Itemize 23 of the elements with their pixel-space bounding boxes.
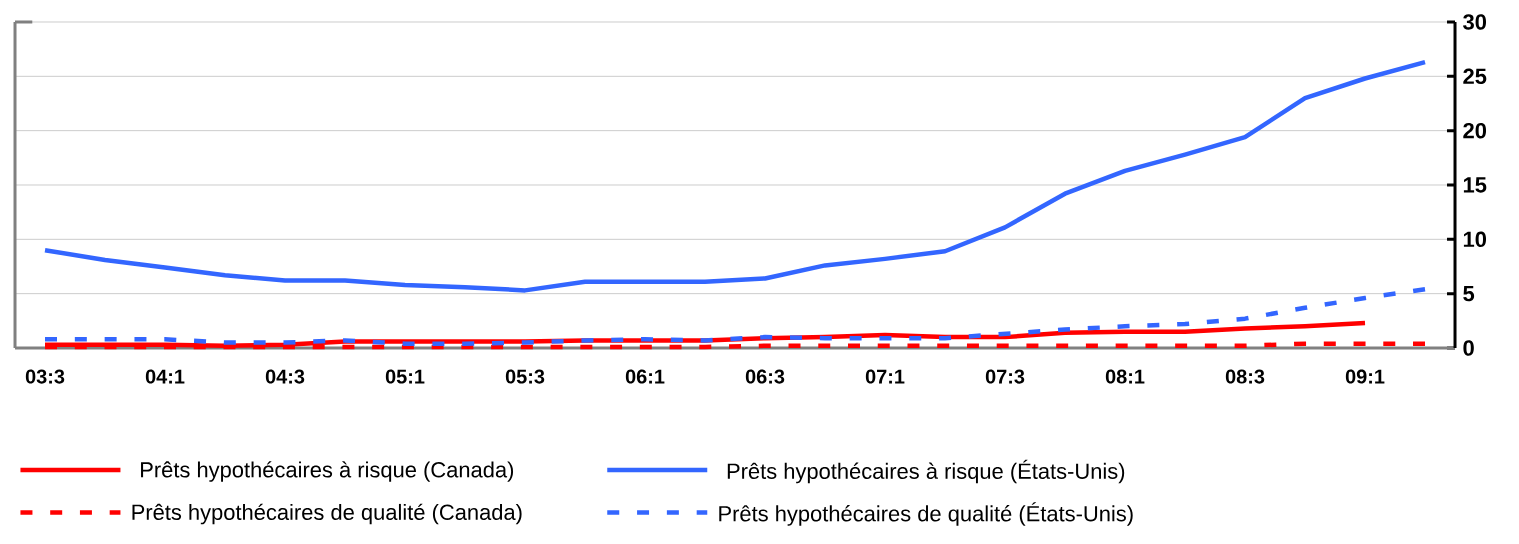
x-tick-label: 07:3 <box>985 369 1025 384</box>
x-tick-label: 04:3 <box>265 369 305 384</box>
x-tick-label: 08:1 <box>1105 369 1145 384</box>
x-tick-label: 05:3 <box>505 369 545 384</box>
legend-label: Prêts hypothécaires à risque (États-Unis) <box>727 459 1125 484</box>
legend-label: Prêts hypothécaires de qualité (États-Unis) <box>719 502 1133 526</box>
y-tick-label: 25 <box>1463 68 1487 85</box>
y-tick-label: 10 <box>1463 231 1487 248</box>
y-tick-label: 0 <box>1463 340 1474 356</box>
x-tick-label: 04:1 <box>145 369 185 384</box>
x-tick-label: 06:3 <box>745 369 785 384</box>
x-tick-label: 09:1 <box>1345 369 1385 384</box>
x-tick-label: 08:3 <box>1225 369 1265 384</box>
legend-label: Prêts hypothécaires à risque (Canada) <box>141 461 514 482</box>
y-tick-label: 15 <box>1463 177 1487 193</box>
x-tick-label: 05:1 <box>385 369 425 384</box>
legend-label: Prêts hypothécaires de qualité (Canada) <box>132 503 522 525</box>
x-tick-label: 03:3 <box>25 369 65 384</box>
y-tick-label: 20 <box>1463 122 1487 139</box>
y-tick-label: 30 <box>1463 14 1487 30</box>
x-tick-label: 06:1 <box>625 369 665 384</box>
y-tick-label: 5 <box>1463 286 1475 302</box>
x-tick-label: 07:1 <box>865 369 905 384</box>
